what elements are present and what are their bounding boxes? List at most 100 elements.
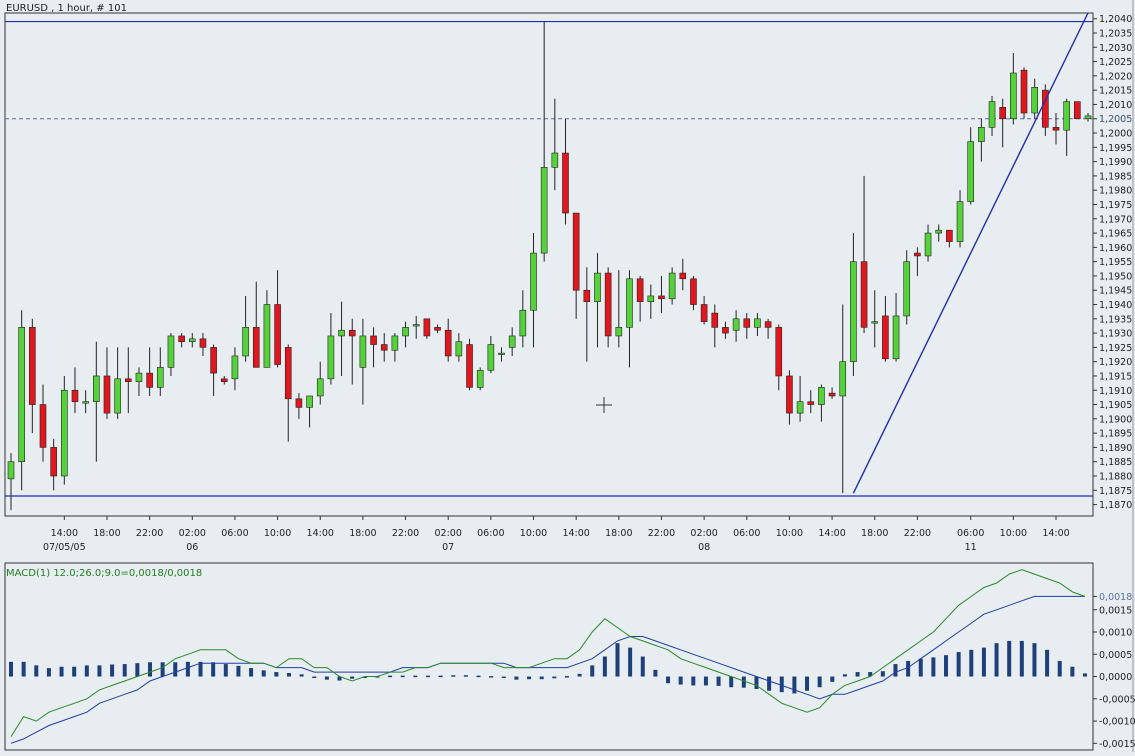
candle-body — [178, 335, 185, 342]
macd-histogram-bar — [9, 661, 13, 677]
macd-histogram-bar — [691, 676, 696, 686]
candle — [594, 253, 601, 348]
macd-label: MACD(1) 12.0;26.0;9.0=0,0018/0,0018 — [6, 568, 202, 579]
candle-body — [647, 295, 655, 302]
macd-histogram-bar — [236, 665, 241, 677]
candle — [999, 98, 1006, 148]
candle — [626, 270, 633, 368]
x-date-label: 06 — [186, 542, 198, 553]
candle-body — [380, 344, 388, 351]
candle-body — [914, 252, 921, 257]
candle — [220, 375, 228, 385]
candle — [135, 367, 143, 396]
y-tick-label: 1,1905 — [1099, 400, 1132, 411]
candle-body — [583, 289, 591, 302]
candle — [156, 347, 164, 396]
candle-body — [519, 309, 527, 337]
macd-histogram-bar — [1083, 673, 1087, 677]
macd-histogram-bar — [1019, 640, 1024, 677]
candle — [967, 127, 975, 205]
candle-body — [210, 347, 217, 374]
macd-histogram-bar — [21, 661, 26, 677]
y-tick-label: 1,2040 — [1099, 14, 1132, 25]
x-tick-label: 06:00 — [477, 528, 504, 539]
y-tick-label: 1,1970 — [1099, 214, 1132, 225]
x-date-label: 08 — [698, 542, 710, 553]
macd-histogram-bar — [590, 665, 595, 677]
macd-histogram-bar — [918, 658, 923, 677]
y-tick-label: 1,1900 — [1099, 414, 1132, 425]
candle-body — [444, 329, 452, 357]
candle — [508, 327, 516, 356]
candle-body — [103, 375, 111, 414]
trendline — [852, 12, 1089, 494]
candle-body — [1042, 89, 1049, 128]
x-tick-label: 14:00 — [1042, 528, 1069, 539]
candle — [679, 258, 687, 291]
y-tick-label: 1,2010 — [1099, 100, 1132, 111]
candle-body — [850, 261, 857, 362]
candle — [178, 333, 185, 348]
candle — [1052, 113, 1060, 145]
macd-histogram-bar — [46, 668, 51, 677]
macd-histogram-bar — [564, 676, 569, 678]
candle — [732, 310, 740, 342]
candle-body — [274, 304, 281, 365]
candle-body — [999, 107, 1006, 120]
candle — [423, 318, 431, 339]
macd-histogram-bar — [223, 664, 228, 677]
candle-body — [562, 152, 569, 214]
macd-panel[interactable]: 0,0018 0,0015 0,0010 0,0005 0,0000 -0,0005 -0,… — [4, 0, 1135, 752]
candle-body — [924, 232, 932, 257]
candle-body — [327, 335, 335, 380]
x-tick-label: 10:00 — [1000, 528, 1027, 539]
macd-histogram-bar — [678, 676, 683, 685]
macd-y-tick-label: 0,0000 — [1099, 672, 1132, 683]
macd-histogram-bar — [628, 647, 633, 677]
macd-histogram-bar — [337, 676, 342, 681]
y-tick-label: 1,1995 — [1099, 143, 1132, 154]
candle-body — [594, 272, 601, 302]
candle-body — [146, 372, 153, 388]
macd-histogram-bar — [779, 676, 784, 693]
candle-body — [306, 395, 313, 408]
macd-histogram-bar — [703, 676, 708, 686]
macd-histogram-bar — [944, 655, 949, 677]
macd-histogram-bar — [97, 665, 102, 677]
price-panel[interactable]: 1,2040 1,2035 1,2030 1,2025 1,2020 1,2015 1,20… — [4, 12, 1132, 553]
candle — [338, 301, 345, 376]
candle — [29, 318, 36, 434]
candle-body — [295, 398, 303, 408]
macd-histogram-bar — [741, 676, 746, 688]
candle — [796, 375, 804, 422]
candle-body — [1074, 101, 1081, 120]
candle — [988, 95, 996, 136]
y-tick-label: 1,1890 — [1099, 443, 1132, 454]
candle-body — [338, 329, 345, 337]
macd-histogram-bar — [501, 676, 506, 679]
candle-body — [700, 304, 708, 322]
candle-body — [956, 201, 964, 242]
candle — [199, 333, 207, 356]
candle — [903, 250, 911, 325]
x-tick-label: 18:00 — [861, 528, 888, 539]
candle — [82, 390, 89, 414]
candle — [1010, 53, 1017, 125]
candle-body — [455, 341, 463, 357]
candle — [359, 318, 367, 405]
y-tick-label: 1,1870 — [1099, 500, 1132, 511]
x-tick-label: 02:00 — [179, 528, 206, 539]
candle-body — [690, 278, 697, 305]
candle-body — [50, 447, 57, 477]
candle-body — [412, 324, 420, 327]
candle — [647, 284, 655, 319]
macd-histogram-bar — [34, 665, 39, 677]
candle-body — [1063, 101, 1070, 131]
candle-body — [668, 272, 676, 300]
x-tick-label: 06:00 — [957, 528, 984, 539]
candle-body — [466, 344, 473, 388]
candle — [1074, 101, 1081, 120]
candle — [562, 118, 569, 225]
